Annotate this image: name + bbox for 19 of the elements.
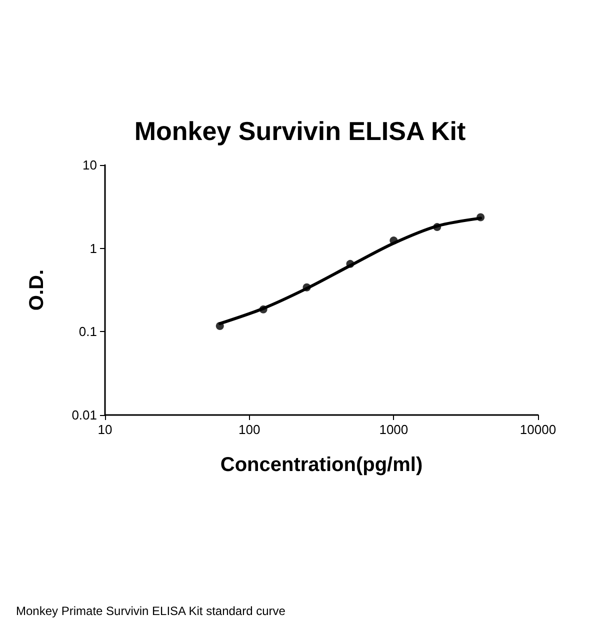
- point: [259, 305, 268, 314]
- y-tick-label: 1: [90, 240, 97, 256]
- y-tick-label: 0.1: [78, 324, 97, 340]
- chart-title: Monkey Survivin ELISA Kit: [134, 116, 466, 146]
- x-tick-label: 100: [238, 422, 260, 437]
- x-tick-label: 10: [98, 422, 112, 437]
- y-axis-title: O.D.: [26, 269, 48, 311]
- x-axis-title: Concentration(pg/ml): [220, 454, 423, 476]
- y-tick-label: 0.01: [72, 408, 97, 422]
- point: [346, 260, 354, 268]
- x-tick-label: 10000: [520, 422, 556, 437]
- y-tick-label: 10: [82, 158, 97, 172]
- point: [476, 213, 485, 222]
- x-tick-label: 1000: [379, 422, 408, 437]
- point: [302, 283, 311, 292]
- point: [216, 322, 224, 330]
- text: Monkey Primate Survivin ELISA Kit standard curve: [16, 604, 286, 618]
- point: [390, 236, 398, 245]
- point: [433, 223, 442, 232]
